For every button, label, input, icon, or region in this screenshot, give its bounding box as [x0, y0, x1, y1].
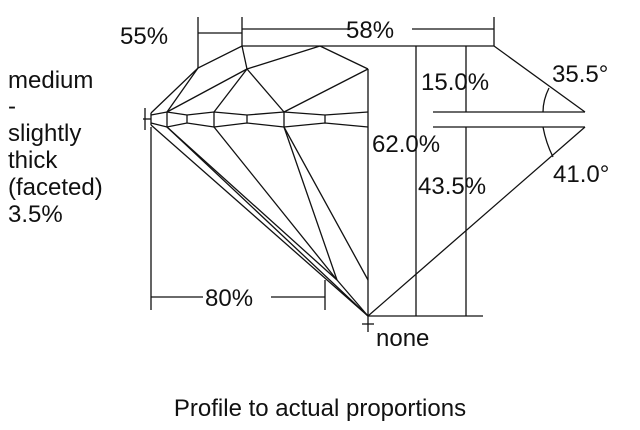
lower-half-label: 55%	[120, 23, 168, 50]
culet-label: none	[376, 325, 429, 352]
diamond-outline	[150, 45, 586, 317]
total-depth-label: 62.0%	[372, 131, 440, 158]
crown-angle-label: 35.5°	[552, 61, 608, 88]
lower-girdle-label: 80%	[205, 285, 253, 312]
girdle-label-line: thick	[8, 147, 58, 174]
girdle-label-line: (faceted)	[8, 174, 103, 201]
crown-height-label: 15.0%	[421, 69, 489, 96]
girdle-label-line: 3.5%	[8, 201, 63, 228]
girdle-label-line: medium	[8, 67, 93, 94]
table-label: 58%	[346, 17, 394, 44]
girdle-label-line: -	[8, 93, 16, 120]
pavilion-depth-label: 43.5%	[418, 173, 486, 200]
girdle-label-line: slightly	[8, 120, 81, 147]
caption: Profile to actual proportions	[174, 395, 466, 422]
pavilion-angle-label: 41.0°	[553, 161, 609, 188]
girdle-thickness-label: medium - slightly thick (faceted) 3.5%	[8, 67, 103, 228]
